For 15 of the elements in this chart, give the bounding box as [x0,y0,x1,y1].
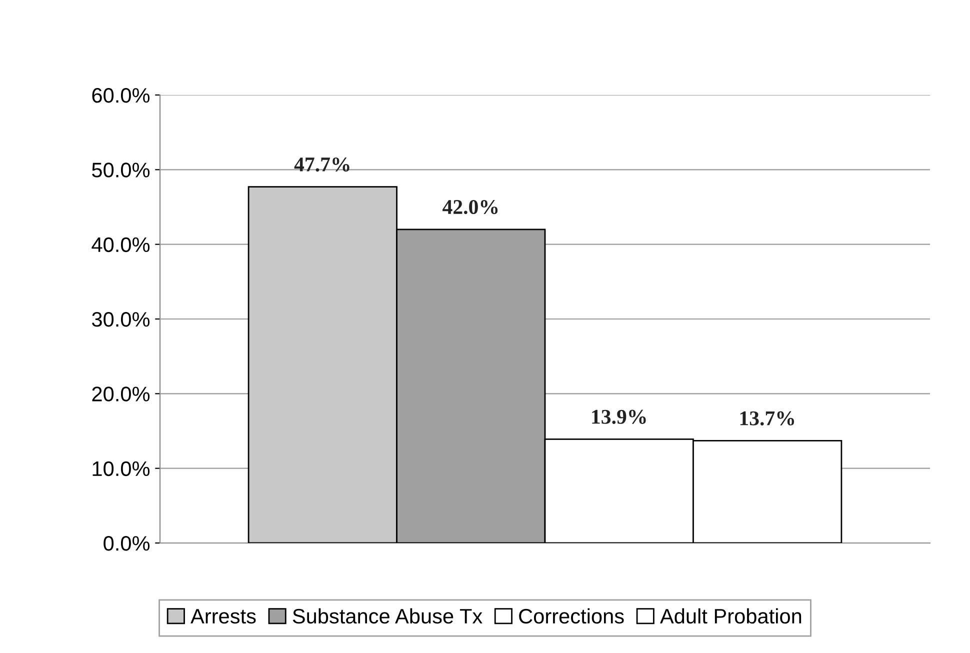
y-tick-label: 30.0% [92,312,150,327]
y-tick-label: 10.0% [92,461,150,476]
legend-label: Adult Probation [660,608,802,624]
legend-label: Substance Abuse Tx [292,608,482,624]
data-label: 13.9% [592,410,646,424]
legend-label: Corrections [519,608,624,624]
y-tick-label: 60.0% [92,88,150,103]
y-tick-label: 20.0% [92,386,150,402]
data-label: 13.7% [740,411,794,426]
data-label: 47.7% [294,157,350,172]
y-tick-label: 40.0% [92,237,150,252]
legend-label: Arrests [190,609,256,624]
y-tick-label: 50.0% [92,162,150,178]
y-tick-label: 0.0% [104,536,150,551]
data-label: 42.0% [442,200,498,214]
